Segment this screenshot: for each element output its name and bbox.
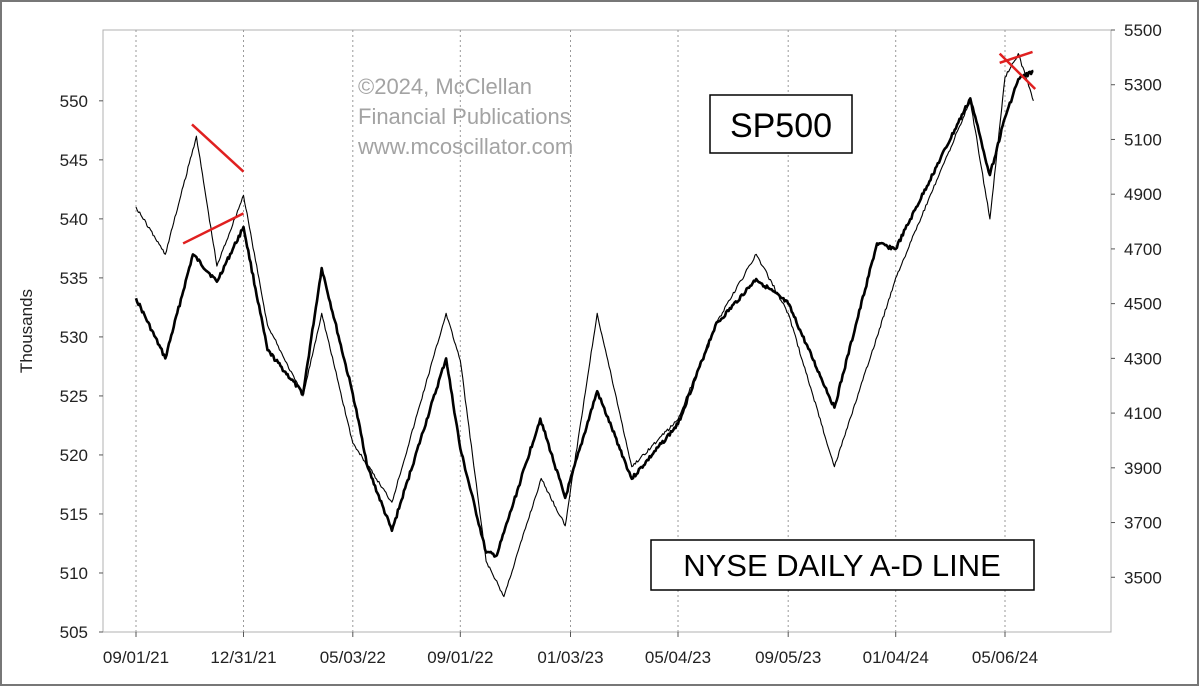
left-tick-label: 535 [60,269,88,288]
right-tick-label: 4100 [1124,404,1162,423]
x-tick-label: 12/31/21 [210,648,276,667]
x-tick-label: 01/03/23 [537,648,603,667]
watermark: ©2024, McClellan Financial Publications … [357,74,573,159]
left-tick-label: 505 [60,623,88,642]
right-tick-label: 5500 [1124,21,1162,40]
ad-line-label: NYSE DAILY A-D LINE [683,548,1001,583]
divergence-line [999,50,1033,65]
right-axis-ticks: 3500 3700 3900 4100 4300 4500 4700 4900 5100 5300… [1111,21,1162,587]
right-tick-label: 3900 [1124,459,1162,478]
plot-area [102,29,1112,633]
watermark-line-1: ©2024, McClellan [358,74,532,99]
left-tick-label: 530 [60,328,88,347]
divergence-line [191,123,245,173]
left-tick-label: 545 [60,151,88,170]
left-axis-ticks: 505 510 515 520 525 530 535 540 545 550 [60,92,103,642]
left-tick-label: 510 [60,564,88,583]
x-tick-label: 05/04/23 [645,648,711,667]
left-tick-label: 525 [60,387,88,406]
right-tick-label: 4900 [1124,185,1162,204]
left-axis-label: Thousands [17,289,36,373]
right-tick-label: 5300 [1124,76,1162,95]
divergence-line [182,212,245,245]
x-tick-label: 09/05/23 [755,648,821,667]
right-tick-label: 4700 [1124,240,1162,259]
left-tick-label: 550 [60,92,88,111]
x-tick-label: 09/01/22 [427,648,493,667]
right-tick-label: 5100 [1124,130,1162,149]
watermark-line-3: www.mcoscillator.com [357,134,573,159]
divergence-line [998,52,1037,90]
left-tick-label: 515 [60,505,88,524]
ad-line [135,53,1034,598]
right-tick-label: 3500 [1124,568,1162,587]
ad-line-label-box: NYSE DAILY A-D LINE [650,539,1035,591]
annotation-layer [182,50,1037,245]
right-tick-label: 4300 [1124,349,1162,368]
series-layer [134,53,1034,598]
x-tick-label: 09/01/21 [103,648,169,667]
sp500-label: SP500 [730,107,832,145]
right-tick-label: 4500 [1124,295,1162,314]
left-tick-label: 540 [60,210,88,229]
sp500-line [134,69,1034,558]
x-tick-label: 05/06/24 [972,648,1038,667]
left-tick-label: 520 [60,446,88,465]
grid [135,30,1006,632]
x-tick-label: 05/03/22 [320,648,386,667]
x-axis-ticks: 09/01/21 12/31/21 05/03/22 09/01/22 01/03/23… [103,632,1038,667]
sp500-label-box: SP500 [709,94,853,154]
right-tick-label: 3700 [1124,514,1162,533]
x-tick-label: 01/04/24 [863,648,929,667]
watermark-line-2: Financial Publications [358,104,571,129]
